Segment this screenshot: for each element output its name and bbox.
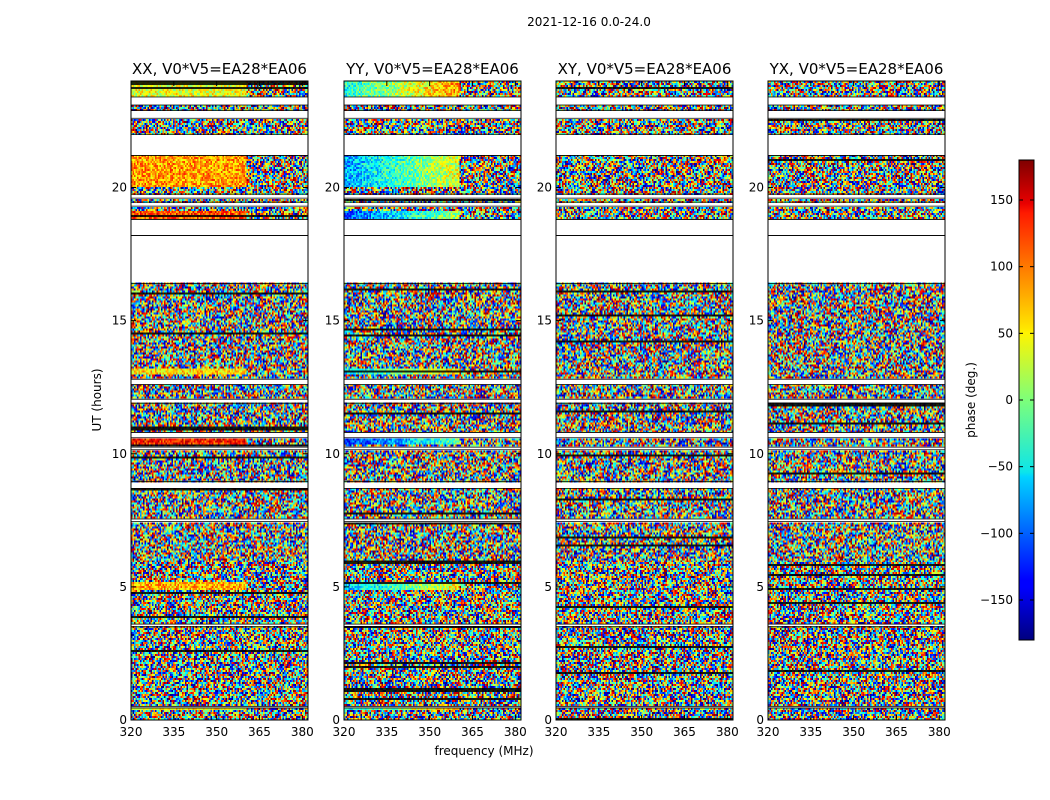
- panel-title: XX, V0*V5=EA28*EA06: [132, 60, 307, 78]
- heatmap-image: [344, 81, 521, 720]
- colorbar-tick-label: −150: [980, 593, 1013, 607]
- y-axis-label: UT (hours): [90, 368, 104, 431]
- y-tick-label: 0: [756, 713, 764, 727]
- y-tick-label: 15: [325, 314, 340, 328]
- panel-xy: XY, V0*V5=EA28*EA06 320 335 350 365 380 0 5 10 15…: [537, 60, 739, 739]
- panel-yx: YX, V0*V5=EA28*EA06 320 335 350 365 380 0 5 10 15…: [749, 60, 951, 739]
- x-axis-label: frequency (MHz): [434, 744, 533, 758]
- x-tick-label: 320: [545, 725, 568, 739]
- panel-frame: [555, 80, 734, 721]
- heatmap-image: [768, 81, 945, 720]
- y-tick-label: 10: [749, 447, 764, 461]
- y-tick-label: 10: [537, 447, 552, 461]
- colorbar: −150 −100 −50 0 50 100 150 phase (deg.): [964, 159, 1035, 641]
- colorbar-tick-label: −100: [980, 526, 1013, 540]
- x-tick-label: 350: [205, 725, 228, 739]
- figure-suptitle: 2021-12-16 0.0-24.0: [527, 15, 651, 29]
- y-tick-label: 0: [119, 713, 127, 727]
- heatmap-image: [556, 81, 733, 720]
- y-tick-label: 0: [544, 713, 552, 727]
- y-tick-label: 20: [325, 181, 340, 195]
- colorbar-tick-label: 150: [990, 193, 1013, 207]
- panel-title: YX, V0*V5=EA28*EA06: [769, 60, 944, 78]
- x-tick-label: 380: [928, 725, 951, 739]
- y-tick-label: 15: [537, 314, 552, 328]
- panel-frame: [130, 80, 309, 721]
- x-tick-label: 365: [248, 725, 271, 739]
- panel-title: YY, V0*V5=EA28*EA06: [345, 60, 519, 78]
- x-tick-label: 380: [504, 725, 527, 739]
- x-tick-label: 350: [418, 725, 441, 739]
- y-tick-label: 20: [749, 181, 764, 195]
- x-tick-label: 350: [630, 725, 653, 739]
- heatmap-image: [131, 81, 308, 720]
- panel-title: XY, V0*V5=EA28*EA06: [558, 60, 732, 78]
- x-tick-label: 350: [842, 725, 865, 739]
- colorbar-label: phase (deg.): [964, 362, 978, 438]
- x-tick-label: 320: [757, 725, 780, 739]
- y-tick-label: 10: [112, 447, 127, 461]
- y-tick-label: 15: [749, 314, 764, 328]
- panel-frame: [343, 80, 522, 721]
- y-tick-label: 10: [325, 447, 340, 461]
- x-tick-label: 335: [587, 725, 610, 739]
- y-tick-label: 20: [537, 181, 552, 195]
- x-tick-label: 335: [375, 725, 398, 739]
- colorbar-tick-label: 100: [990, 260, 1013, 274]
- y-tick-label: 20: [112, 181, 127, 195]
- y-tick-label: 5: [544, 580, 552, 594]
- x-tick-label: 380: [291, 725, 314, 739]
- y-tick-label: 5: [119, 580, 127, 594]
- x-tick-label: 335: [799, 725, 822, 739]
- x-tick-label: 365: [673, 725, 696, 739]
- y-tick-label: 5: [756, 580, 764, 594]
- panel-frame: [767, 80, 946, 721]
- x-tick-label: 320: [120, 725, 143, 739]
- colorbar-tick-label: 50: [998, 326, 1013, 340]
- x-tick-label: 365: [461, 725, 484, 739]
- y-tick-label: 5: [332, 580, 340, 594]
- colorbar-tick-label: 0: [1005, 393, 1013, 407]
- x-tick-label: 365: [885, 725, 908, 739]
- y-tick-label: 15: [112, 314, 127, 328]
- panel-xx: XX, V0*V5=EA28*EA06 320 335 350 365 380 0 5 10 15…: [112, 60, 314, 739]
- x-tick-label: 380: [716, 725, 739, 739]
- colorbar-tick-label: −50: [988, 460, 1013, 474]
- x-tick-label: 335: [162, 725, 185, 739]
- y-tick-label: 0: [332, 713, 340, 727]
- panel-yy: YY, V0*V5=EA28*EA06 320 335 350 365 380 0 5 10 15…: [325, 60, 527, 739]
- x-tick-label: 320: [333, 725, 356, 739]
